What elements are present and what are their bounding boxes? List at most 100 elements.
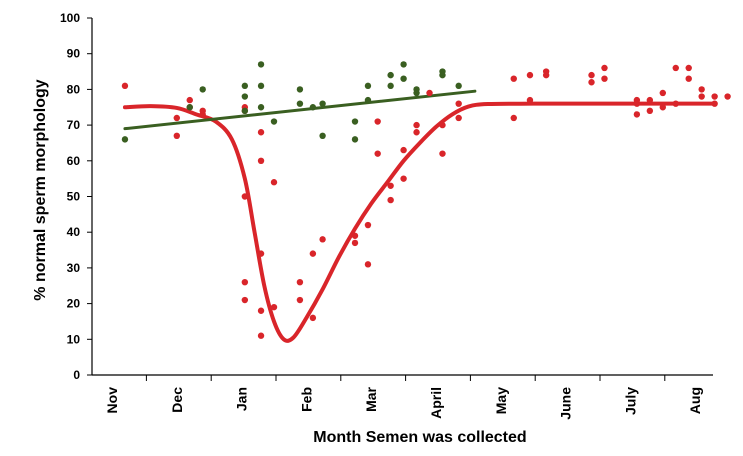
y-tick-label: 60 — [67, 154, 81, 168]
y-tick-label: 70 — [67, 118, 81, 132]
data-point-series-1 — [387, 182, 394, 189]
data-point-series-1 — [319, 236, 326, 243]
y-tick-label: 90 — [67, 47, 81, 61]
y-tick-label: 0 — [73, 368, 80, 382]
data-point-series-1 — [510, 75, 517, 82]
data-point-series-1 — [526, 96, 534, 104]
data-point-series-2 — [241, 82, 249, 90]
data-point-series-2 — [309, 104, 317, 111]
data-point-series-1 — [241, 193, 249, 200]
data-point-series-1 — [526, 71, 534, 79]
y-tick-label: 50 — [67, 190, 81, 204]
x-tick-label: Aug — [687, 387, 703, 414]
data-point-series-1 — [374, 118, 381, 125]
data-point-series-2 — [121, 136, 129, 143]
data-point-series-1 — [685, 75, 692, 82]
data-point-series-1 — [633, 111, 641, 118]
data-point-series-1 — [257, 307, 265, 314]
data-point-series-1 — [374, 150, 381, 157]
data-point-series-2 — [241, 93, 249, 100]
data-point-series-1 — [698, 86, 705, 93]
data-point-series-2 — [351, 136, 359, 143]
trend-line-series-2 — [123, 89, 477, 131]
data-point-series-1 — [257, 157, 265, 164]
data-point-series-1 — [241, 278, 249, 286]
data-point-series-2 — [186, 104, 193, 111]
data-point-series-1 — [413, 129, 420, 136]
data-point-series-1 — [711, 93, 718, 100]
data-point-series-1 — [439, 121, 446, 129]
data-point-series-1 — [173, 114, 180, 122]
data-point-series-2 — [319, 100, 326, 107]
data-point-series-1 — [455, 114, 462, 122]
y-tick-label: 40 — [67, 225, 81, 239]
data-point-series-1 — [296, 278, 304, 286]
data-point-series-1 — [413, 121, 420, 129]
data-point-series-1 — [601, 75, 608, 82]
trend-lines — [122, 89, 717, 343]
data-point-series-1 — [542, 71, 550, 79]
data-point-series-1 — [659, 89, 666, 97]
data-point-series-2 — [413, 89, 420, 97]
data-points — [121, 61, 731, 339]
x-tick-label: June — [558, 387, 574, 420]
data-point-series-1 — [426, 89, 433, 97]
data-point-series-2 — [296, 86, 304, 93]
y-tick-label: 10 — [67, 332, 81, 346]
data-point-series-1 — [724, 93, 731, 100]
data-point-series-1 — [685, 64, 692, 72]
data-point-series-1 — [698, 93, 705, 100]
x-tick-label: Feb — [298, 387, 314, 412]
data-point-series-2 — [455, 82, 462, 90]
data-point-series-1 — [588, 71, 595, 79]
data-point-series-1 — [309, 314, 317, 322]
data-point-series-1 — [659, 104, 666, 111]
data-point-series-2 — [296, 100, 304, 107]
data-point-series-1 — [455, 100, 462, 107]
y-tick-label: 30 — [67, 261, 81, 275]
y-tick-label: 20 — [67, 297, 81, 311]
data-point-series-1 — [510, 114, 517, 122]
data-point-series-1 — [270, 179, 278, 186]
data-point-series-2 — [387, 82, 394, 90]
data-point-series-1 — [672, 100, 679, 107]
data-point-series-1 — [173, 132, 180, 140]
data-point-series-2 — [387, 71, 394, 79]
data-point-series-1 — [439, 150, 446, 157]
x-axis: Nov Dec Jan Feb Mar April May June July Aug — [92, 374, 713, 420]
data-point-series-1 — [364, 221, 372, 229]
y-axis: 0 10 20 30 40 50 60 70 80 90 100 — [60, 11, 93, 382]
y-tick-label: 80 — [67, 82, 81, 96]
data-point-series-1 — [257, 332, 265, 339]
data-point-series-2 — [257, 82, 265, 90]
data-point-series-1 — [364, 261, 372, 268]
trend-line-series-1 — [122, 101, 717, 343]
data-point-series-1 — [309, 250, 317, 257]
data-point-series-2 — [199, 86, 206, 93]
y-tick-label: 100 — [60, 11, 80, 25]
data-point-series-1 — [186, 96, 193, 104]
data-point-series-2 — [364, 96, 372, 104]
data-point-series-2 — [439, 71, 446, 79]
data-point-series-2 — [400, 75, 407, 82]
x-tick-label: Nov — [104, 387, 120, 414]
data-point-series-1 — [633, 100, 641, 107]
data-point-series-1 — [241, 296, 249, 304]
x-tick-label: July — [622, 387, 638, 415]
data-point-series-2 — [257, 104, 265, 111]
data-point-series-1 — [257, 250, 265, 257]
data-point-series-1 — [646, 107, 654, 115]
data-point-series-1 — [121, 82, 129, 90]
data-point-series-1 — [351, 232, 359, 239]
data-point-series-2 — [351, 118, 359, 125]
data-point-series-1 — [601, 64, 608, 72]
data-point-series-1 — [711, 100, 718, 107]
data-point-series-1 — [257, 129, 265, 136]
data-point-series-1 — [672, 64, 679, 72]
data-point-series-1 — [646, 96, 654, 104]
x-tick-label: Mar — [363, 386, 379, 411]
data-point-series-1 — [387, 196, 394, 204]
x-tick-label: Jan — [234, 387, 250, 411]
data-point-series-1 — [400, 146, 407, 154]
